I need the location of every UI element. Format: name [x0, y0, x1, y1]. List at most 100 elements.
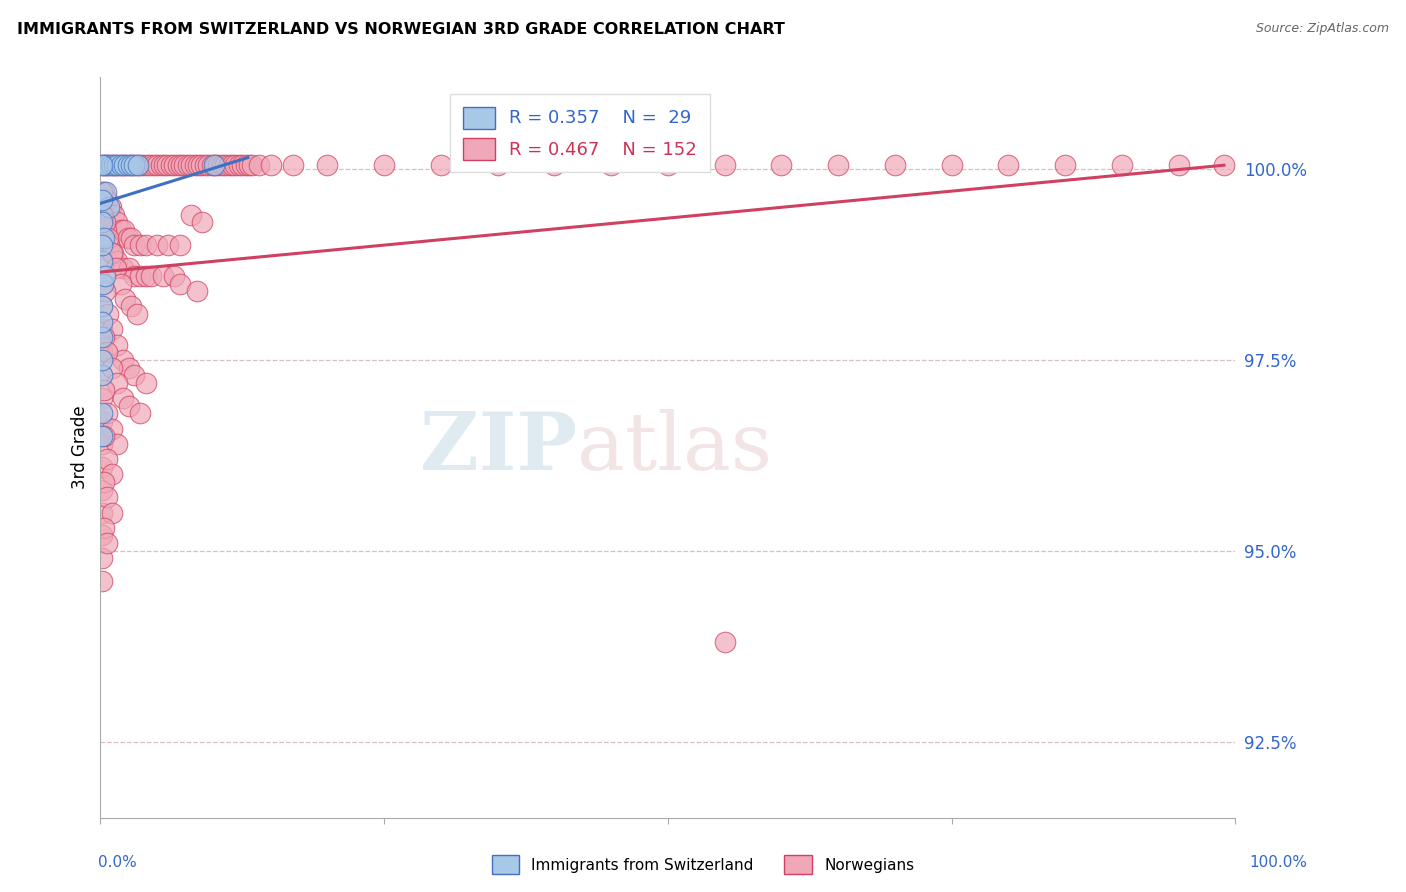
- Point: [713, 158, 735, 172]
- Point: [96, 345, 118, 359]
- Point: [200, 158, 222, 172]
- Point: [118, 158, 141, 172]
- Point: [94, 268, 117, 283]
- Point: [224, 158, 246, 172]
- Point: [98, 158, 121, 172]
- Point: [135, 268, 157, 283]
- Point: [91, 193, 114, 207]
- Point: [883, 158, 905, 172]
- Point: [96, 193, 118, 207]
- Point: [105, 437, 128, 451]
- Point: [94, 215, 117, 229]
- Point: [94, 223, 117, 237]
- Point: [657, 158, 679, 172]
- Point: [91, 208, 114, 222]
- Point: [91, 322, 114, 336]
- Point: [112, 158, 135, 172]
- Point: [146, 158, 169, 172]
- Point: [1167, 158, 1189, 172]
- Point: [173, 158, 195, 172]
- Point: [186, 284, 208, 298]
- Point: [118, 261, 141, 276]
- Point: [129, 268, 152, 283]
- Point: [93, 330, 115, 344]
- Point: [93, 231, 115, 245]
- Point: [112, 261, 135, 276]
- Text: ZIP: ZIP: [420, 409, 576, 487]
- Point: [543, 158, 565, 172]
- Point: [91, 215, 114, 229]
- Point: [132, 158, 155, 172]
- Point: [91, 277, 114, 291]
- Point: [108, 158, 131, 172]
- Point: [105, 261, 128, 276]
- Point: [91, 277, 114, 291]
- Point: [153, 158, 176, 172]
- Point: [115, 158, 138, 172]
- Point: [259, 158, 281, 172]
- Point: [91, 368, 114, 383]
- Point: [91, 414, 114, 428]
- Point: [105, 376, 128, 390]
- Point: [169, 277, 191, 291]
- Point: [112, 352, 135, 367]
- Point: [101, 246, 124, 260]
- Point: [96, 536, 118, 550]
- Point: [283, 158, 305, 172]
- Point: [91, 158, 114, 172]
- Point: [91, 330, 114, 344]
- Point: [169, 238, 191, 252]
- Point: [770, 158, 793, 172]
- Point: [120, 158, 142, 172]
- Point: [91, 437, 114, 451]
- Point: [93, 429, 115, 443]
- Point: [125, 307, 148, 321]
- Point: [91, 352, 114, 367]
- Point: [91, 574, 114, 589]
- Point: [180, 158, 202, 172]
- Point: [124, 158, 146, 172]
- Point: [486, 158, 509, 172]
- Point: [135, 238, 157, 252]
- Point: [146, 238, 169, 252]
- Point: [129, 406, 152, 420]
- Point: [110, 158, 132, 172]
- Point: [91, 253, 114, 268]
- Point: [941, 158, 963, 172]
- Point: [105, 253, 128, 268]
- Text: 100.0%: 100.0%: [1250, 855, 1308, 870]
- Point: [211, 158, 233, 172]
- Point: [166, 158, 188, 172]
- Point: [235, 158, 257, 172]
- Point: [101, 158, 124, 172]
- Point: [177, 158, 200, 172]
- Point: [105, 158, 128, 172]
- Legend: Immigrants from Switzerland, Norwegians: Immigrants from Switzerland, Norwegians: [485, 849, 921, 880]
- Point: [238, 158, 260, 172]
- Point: [204, 158, 226, 172]
- Point: [1213, 158, 1236, 172]
- Point: [91, 208, 114, 222]
- Point: [231, 158, 253, 172]
- Point: [183, 158, 205, 172]
- Point: [202, 158, 225, 172]
- Legend: R = 0.357    N =  29, R = 0.467    N = 152: R = 0.357 N = 29, R = 0.467 N = 152: [450, 94, 710, 172]
- Text: IMMIGRANTS FROM SWITZERLAND VS NORWEGIAN 3RD GRADE CORRELATION CHART: IMMIGRANTS FROM SWITZERLAND VS NORWEGIAN…: [17, 22, 785, 37]
- Point: [170, 158, 193, 172]
- Point: [100, 360, 122, 375]
- Point: [93, 475, 115, 489]
- Point: [112, 391, 135, 405]
- Point: [228, 158, 250, 172]
- Point: [141, 268, 163, 283]
- Point: [94, 158, 117, 172]
- Point: [997, 158, 1019, 172]
- Point: [125, 158, 148, 172]
- Point: [91, 315, 114, 329]
- Point: [163, 158, 186, 172]
- Point: [97, 231, 120, 245]
- Point: [100, 421, 122, 435]
- Point: [218, 158, 240, 172]
- Point: [373, 158, 395, 172]
- Point: [91, 506, 114, 520]
- Point: [191, 215, 214, 229]
